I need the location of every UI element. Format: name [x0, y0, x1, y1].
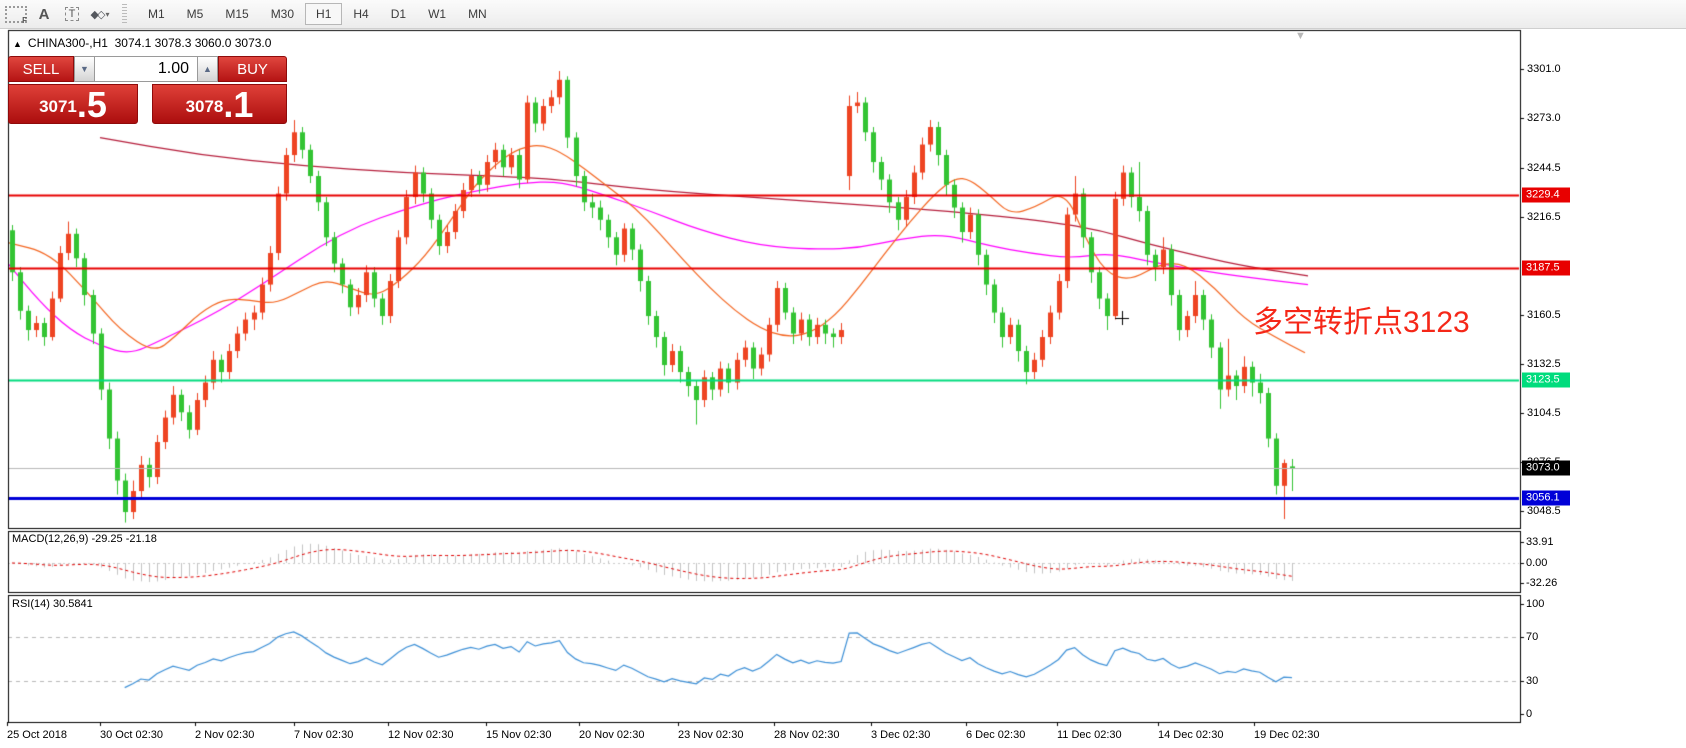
level-price-tag: 3229.4: [1522, 187, 1570, 203]
rsi-tick: 0: [1526, 708, 1533, 720]
time-tick: 28 Nov 02:30: [774, 729, 840, 741]
text-a-icon[interactable]: A: [38, 5, 50, 23]
dropdown-arrow-icon: ▾: [105, 9, 110, 19]
rsi-tick: 70: [1526, 631, 1539, 643]
buy-price-main: 3078: [185, 97, 224, 116]
toolbar-separator: [122, 4, 127, 24]
price-tick: 3244.5: [1527, 162, 1561, 175]
timeframe-m5[interactable]: M5: [186, 7, 204, 21]
timeframe-m1[interactable]: M1: [148, 7, 165, 21]
timeframe-d1[interactable]: D1: [390, 7, 407, 21]
buy-price-pips: .1: [223, 84, 254, 125]
timeframe-group: M1 M5 M15 M30 H1 H4 D1 W1 MN: [137, 3, 498, 25]
time-tick: 30 Oct 02:30: [100, 729, 163, 741]
timeframe-m15[interactable]: M15: [225, 7, 249, 21]
text-label-icon[interactable]: T: [60, 3, 84, 25]
time-tick: 2 Nov 02:30: [195, 729, 255, 741]
time-tick: 15 Nov 02:30: [486, 729, 552, 741]
macd-tick: -32.26: [1526, 577, 1558, 589]
sell-price-pips: .5: [76, 84, 107, 125]
timeframe-w1[interactable]: W1: [428, 7, 447, 21]
one-click-trade-panel: SELL ▼ ▲ BUY 3071.5 3078.1: [8, 56, 287, 124]
volume-input[interactable]: [95, 56, 197, 82]
level-price-tag: 3187.5: [1522, 260, 1570, 276]
shapes-icon[interactable]: ◆◇ ▾: [90, 8, 110, 21]
rsi-label: RSI(14) 30.5841: [12, 598, 93, 610]
chart-shift-icon[interactable]: ▼: [1295, 30, 1306, 42]
sell-price-main: 3071: [39, 97, 77, 116]
price-tick: 3273.0: [1527, 112, 1561, 125]
f-grid-icon[interactable]: F: [4, 3, 28, 25]
bid-price-tag: 3073.0: [1522, 460, 1570, 476]
time-tick: 25 Oct 2018: [7, 729, 67, 741]
time-tick: 3 Dec 02:30: [871, 729, 931, 741]
price-tick: 3160.5: [1527, 309, 1561, 322]
buy-button[interactable]: BUY: [218, 56, 287, 82]
time-tick: 20 Nov 02:30: [579, 729, 645, 741]
toolbar: F A T ◆◇ ▾ M1 M5 M15 M30 H1 H4 D1 W1 MN: [0, 0, 1686, 29]
sell-price-tile[interactable]: 3071.5: [8, 84, 138, 124]
macd-label: MACD(12,26,9) -29.25 -21.18: [12, 533, 157, 545]
price-tick: 3301.0: [1527, 63, 1561, 76]
time-tick: 7 Nov 02:30: [294, 729, 354, 741]
volume-decrease-button[interactable]: ▼: [74, 56, 95, 82]
time-tick: 12 Nov 02:30: [388, 729, 454, 741]
timeframe-h1[interactable]: H1: [305, 3, 343, 25]
price-tick: 3216.5: [1527, 211, 1561, 224]
collapse-arrow-icon[interactable]: ▲: [13, 39, 22, 49]
macd-tick: 33.91: [1526, 535, 1554, 548]
volume-increase-button[interactable]: ▲: [197, 56, 218, 82]
rsi-tick: 100: [1526, 598, 1545, 610]
price-tick: 3048.5: [1527, 505, 1561, 518]
time-tick: 14 Dec 02:30: [1158, 729, 1224, 741]
time-tick: 23 Nov 02:30: [678, 729, 744, 741]
time-tick: 6 Dec 02:30: [966, 729, 1026, 741]
rsi-tick: 30: [1526, 675, 1539, 687]
level-price-tag: 3056.1: [1522, 490, 1570, 506]
price-tick: 3132.5: [1527, 358, 1561, 371]
chart-annotation-text: 多空转折点3123: [1253, 306, 1470, 339]
chart-title-text: CHINA300-,H1 3074.1 3078.3 3060.0 3073.0: [27, 36, 272, 50]
time-tick: 19 Dec 02:30: [1254, 729, 1320, 741]
chart-title: ▲ CHINA300-,H1 3074.1 3078.3 3060.0 3073.…: [13, 36, 271, 50]
time-tick: 11 Dec 02:30: [1057, 729, 1122, 741]
timeframe-m30[interactable]: M30: [270, 7, 295, 21]
timeframe-h4[interactable]: H4: [353, 7, 369, 21]
sell-button[interactable]: SELL: [8, 56, 74, 82]
level-price-tag: 3123.5: [1522, 372, 1570, 388]
buy-price-tile[interactable]: 3078.1: [152, 84, 287, 124]
macd-tick: 0.00: [1526, 557, 1548, 569]
price-tick: 3104.5: [1527, 407, 1561, 420]
timeframe-mn[interactable]: MN: [468, 7, 487, 21]
